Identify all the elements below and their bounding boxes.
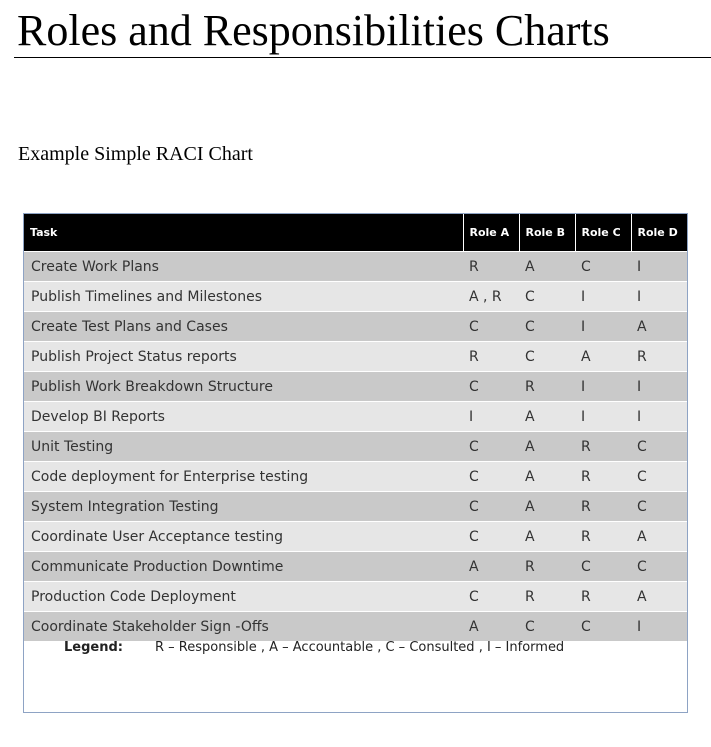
role-c-cell: I bbox=[575, 281, 631, 312]
task-cell: Production Code Deployment bbox=[24, 581, 463, 612]
raci-chart-frame: Task Role A Role B Role C Role D Create … bbox=[23, 213, 688, 713]
role-b-cell: R bbox=[519, 551, 575, 582]
table-row: Coordinate User Acceptance testing C A R A bbox=[24, 521, 687, 552]
task-cell: Publish Project Status reports bbox=[24, 341, 463, 372]
role-b-cell: C bbox=[519, 281, 575, 312]
role-a-cell: I bbox=[463, 401, 519, 432]
role-c-cell: A bbox=[575, 341, 631, 372]
role-b-cell: A bbox=[519, 401, 575, 432]
role-c-cell: C bbox=[575, 611, 631, 641]
table-row: Publish Project Status reports R C A R bbox=[24, 341, 687, 372]
task-cell: Create Test Plans and Cases bbox=[24, 311, 463, 342]
legend-text: R – Responsible , A – Accountable , C – … bbox=[155, 640, 565, 655]
role-d-cell: R bbox=[631, 341, 687, 372]
role-c-cell: I bbox=[575, 311, 631, 342]
role-c-cell: C bbox=[575, 251, 631, 282]
role-b-cell: C bbox=[519, 341, 575, 372]
task-cell: System Integration Testing bbox=[24, 491, 463, 522]
role-c-cell: R bbox=[575, 491, 631, 522]
role-d-cell: I bbox=[631, 281, 687, 312]
role-c-cell: R bbox=[575, 431, 631, 462]
role-a-cell: C bbox=[463, 491, 519, 522]
table-body: Create Work Plans R A C I Publish Timelines a… bbox=[24, 251, 687, 641]
role-a-cell: R bbox=[463, 251, 519, 282]
role-b-cell: R bbox=[519, 371, 575, 402]
role-d-cell: C bbox=[631, 431, 687, 462]
table-row: Develop BI Reports I A I I bbox=[24, 401, 687, 432]
role-d-cell: A bbox=[631, 581, 687, 612]
role-d-cell: I bbox=[631, 611, 687, 641]
role-c-cell: I bbox=[575, 371, 631, 402]
role-b-cell: A bbox=[519, 251, 575, 282]
role-a-cell: A bbox=[463, 611, 519, 641]
role-b-cell: A bbox=[519, 461, 575, 492]
table-row: Production Code Deployment C R R A bbox=[24, 581, 687, 612]
role-b-cell: A bbox=[519, 521, 575, 552]
raci-table: Task Role A Role B Role C Role D Create … bbox=[24, 214, 687, 641]
role-a-cell: A , R bbox=[463, 281, 519, 312]
header-role-a: Role A bbox=[462, 214, 519, 252]
role-a-cell: C bbox=[463, 431, 519, 462]
role-b-cell: C bbox=[519, 611, 575, 641]
role-a-cell: C bbox=[463, 371, 519, 402]
task-cell: Communicate Production Downtime bbox=[24, 551, 463, 582]
role-c-cell: R bbox=[575, 461, 631, 492]
role-a-cell: R bbox=[463, 341, 519, 372]
role-a-cell: C bbox=[463, 521, 519, 552]
legend: Legend: R – Responsible , A – Accountable… bbox=[64, 640, 564, 655]
role-d-cell: C bbox=[631, 491, 687, 522]
task-cell: Develop BI Reports bbox=[24, 401, 463, 432]
role-c-cell: C bbox=[575, 551, 631, 582]
header-role-d: Role D bbox=[630, 214, 687, 252]
role-d-cell: A bbox=[631, 521, 687, 552]
task-cell: Create Work Plans bbox=[24, 251, 463, 282]
table-header-row: Task Role A Role B Role C Role D bbox=[24, 214, 687, 252]
table-row: Publish Work Breakdown Structure C R I I bbox=[24, 371, 687, 402]
task-cell: Unit Testing bbox=[24, 431, 463, 462]
role-b-cell: C bbox=[519, 311, 575, 342]
role-c-cell: I bbox=[575, 401, 631, 432]
header-role-c: Role C bbox=[574, 214, 631, 252]
page-title: Roles and Responsibilities Charts bbox=[17, 6, 610, 55]
role-a-cell: C bbox=[463, 461, 519, 492]
chart-subtitle: Example Simple RACI Chart bbox=[18, 143, 253, 165]
table-row: Code deployment for Enterprise testing C A… bbox=[24, 461, 687, 492]
table-row: Coordinate Stakeholder Sign -Offs A C C I bbox=[24, 611, 687, 641]
table-row: Communicate Production Downtime A R C C bbox=[24, 551, 687, 582]
role-d-cell: I bbox=[631, 251, 687, 282]
task-cell: Publish Timelines and Milestones bbox=[24, 281, 463, 312]
table-row: Create Work Plans R A C I bbox=[24, 251, 687, 282]
role-b-cell: A bbox=[519, 431, 575, 462]
task-cell: Coordinate User Acceptance testing bbox=[24, 521, 463, 552]
role-a-cell: C bbox=[463, 311, 519, 342]
title-underline bbox=[14, 57, 711, 58]
role-d-cell: A bbox=[631, 311, 687, 342]
role-d-cell: I bbox=[631, 401, 687, 432]
table-row: Unit Testing C A R C bbox=[24, 431, 687, 462]
role-c-cell: R bbox=[575, 581, 631, 612]
task-cell: Code deployment for Enterprise testing bbox=[24, 461, 463, 492]
task-cell: Coordinate Stakeholder Sign -Offs bbox=[24, 611, 463, 641]
table-row: System Integration Testing C A R C bbox=[24, 491, 687, 522]
role-d-cell: C bbox=[631, 461, 687, 492]
task-cell: Publish Work Breakdown Structure bbox=[24, 371, 463, 402]
role-a-cell: C bbox=[463, 581, 519, 612]
role-b-cell: R bbox=[519, 581, 575, 612]
header-role-b: Role B bbox=[518, 214, 575, 252]
role-d-cell: C bbox=[631, 551, 687, 582]
role-c-cell: R bbox=[575, 521, 631, 552]
role-b-cell: A bbox=[519, 491, 575, 522]
table-row: Create Test Plans and Cases C C I A bbox=[24, 311, 687, 342]
role-d-cell: I bbox=[631, 371, 687, 402]
header-task: Task bbox=[24, 214, 463, 252]
legend-label: Legend: bbox=[64, 640, 123, 655]
role-a-cell: A bbox=[463, 551, 519, 582]
